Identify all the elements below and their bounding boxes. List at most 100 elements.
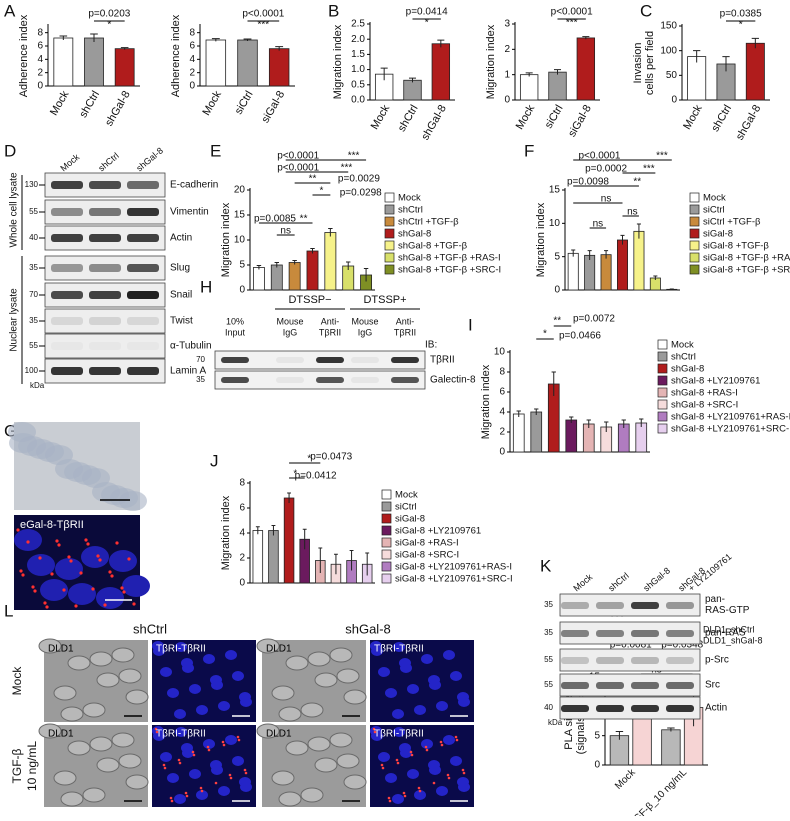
nucleus (400, 663, 412, 673)
nucleus (436, 786, 448, 796)
pla-dot (98, 558, 102, 562)
pla-dot (177, 758, 181, 762)
cell (285, 740, 309, 756)
y-tick-label: 0 (239, 578, 245, 589)
y-tick-label: 8 (239, 478, 245, 489)
cell (314, 672, 338, 688)
blot-band (596, 657, 624, 664)
annotation: *** (643, 164, 655, 175)
pla-dot (439, 740, 443, 744)
blot-band (127, 291, 159, 299)
legend-swatch (381, 501, 392, 512)
blot-band (561, 705, 589, 712)
legend-swatch (384, 192, 395, 203)
bar (567, 252, 579, 291)
legend-label: DLD1_shCtrl (703, 624, 755, 634)
blot-band (127, 234, 159, 242)
bar (270, 264, 283, 291)
panel-label: F (524, 141, 534, 160)
image-label: DLD1 (48, 644, 74, 655)
nucleus (393, 727, 405, 737)
nucleus (153, 731, 165, 741)
cell (271, 770, 295, 786)
legend-label: siGal-8 (395, 514, 425, 525)
protein-label: pan- (705, 594, 725, 605)
blot-band (276, 377, 304, 383)
pla-dot (108, 570, 112, 574)
nucleus (27, 554, 55, 576)
blot-band (561, 657, 589, 664)
y-tick-label: 8 (189, 27, 195, 38)
error-bar (310, 248, 315, 254)
panel-label: A (4, 1, 16, 20)
legend-label: shGal-8 +LY2109761 (671, 376, 760, 387)
blot-band (351, 357, 379, 363)
bar (576, 37, 596, 101)
annotation: p=0.0348 (661, 640, 703, 651)
cell (278, 791, 302, 807)
cell (82, 787, 106, 803)
pla-dot (200, 789, 204, 793)
pla-dot (62, 588, 66, 592)
y-tick-label: 150 (660, 21, 677, 32)
legend-label: shGal-8 (398, 229, 431, 240)
annotation: p=0.0466 (559, 331, 601, 342)
blot-band (127, 342, 159, 350)
mw-label: 35 (544, 600, 553, 609)
protein-label: Galectin-8 (430, 375, 476, 386)
annotation: p=0.0085 (254, 214, 296, 225)
legend-label: siGal-8 +LY2109761+RAS-I (395, 562, 512, 573)
y-tick-label: 6 (189, 41, 195, 52)
pla-dot (236, 735, 240, 739)
error-bar (667, 727, 675, 732)
annotation: ** (633, 177, 641, 188)
x-tick-label: siGal-8 (259, 89, 287, 125)
nucleus (392, 794, 404, 804)
error-bar (318, 547, 323, 573)
nucleus (421, 739, 433, 749)
legend-swatch (657, 387, 668, 398)
y-tick-label: 8 (37, 27, 43, 38)
blot-frame (559, 696, 701, 720)
y-tick-label: 1.5 (351, 49, 365, 60)
legend-label: siGal-8 +TGF-β (703, 241, 769, 252)
y-tick-label: 6 (499, 387, 505, 398)
cell (329, 732, 353, 748)
legend-swatch (689, 240, 700, 251)
nucleus (189, 769, 201, 779)
annotation: *** (566, 18, 578, 29)
x-tick-label: Mock (613, 767, 638, 792)
error-bar (408, 77, 417, 83)
nucleus (458, 697, 470, 707)
blot-band (221, 377, 249, 383)
nucleus (68, 583, 96, 605)
legend-label: shGal-8 +TGF-β +SRC-I (398, 265, 501, 276)
annotation: ** (300, 214, 308, 225)
legend-swatch (689, 204, 700, 215)
legend-swatch (384, 252, 395, 263)
lane-label: shGal-8 (134, 145, 165, 173)
annotation: ns (601, 194, 612, 205)
nucleus (450, 756, 462, 766)
pla-dot (21, 573, 25, 577)
lane-label: Anti- (396, 316, 415, 326)
bar (548, 71, 567, 101)
legend-swatch (657, 351, 668, 362)
y-tick-label: 5 (554, 251, 560, 262)
y-axis-label: Adherence index (170, 14, 182, 97)
bar (324, 232, 337, 291)
y-tick-label: 2 (37, 67, 43, 78)
cell (89, 736, 113, 752)
pla-dot (424, 745, 428, 749)
nucleus (392, 709, 404, 719)
y-tick-label: 5 (594, 730, 600, 741)
y-tick-label: 50 (666, 70, 678, 81)
error-bar (653, 275, 658, 280)
y-tick-label: 0 (554, 285, 560, 296)
blot-band (127, 264, 159, 272)
mw-label: 35 (544, 628, 553, 637)
nucleus (443, 735, 455, 745)
annotation: p<0.0001 (277, 151, 319, 162)
cell (300, 787, 324, 803)
pla-dot (432, 781, 436, 785)
